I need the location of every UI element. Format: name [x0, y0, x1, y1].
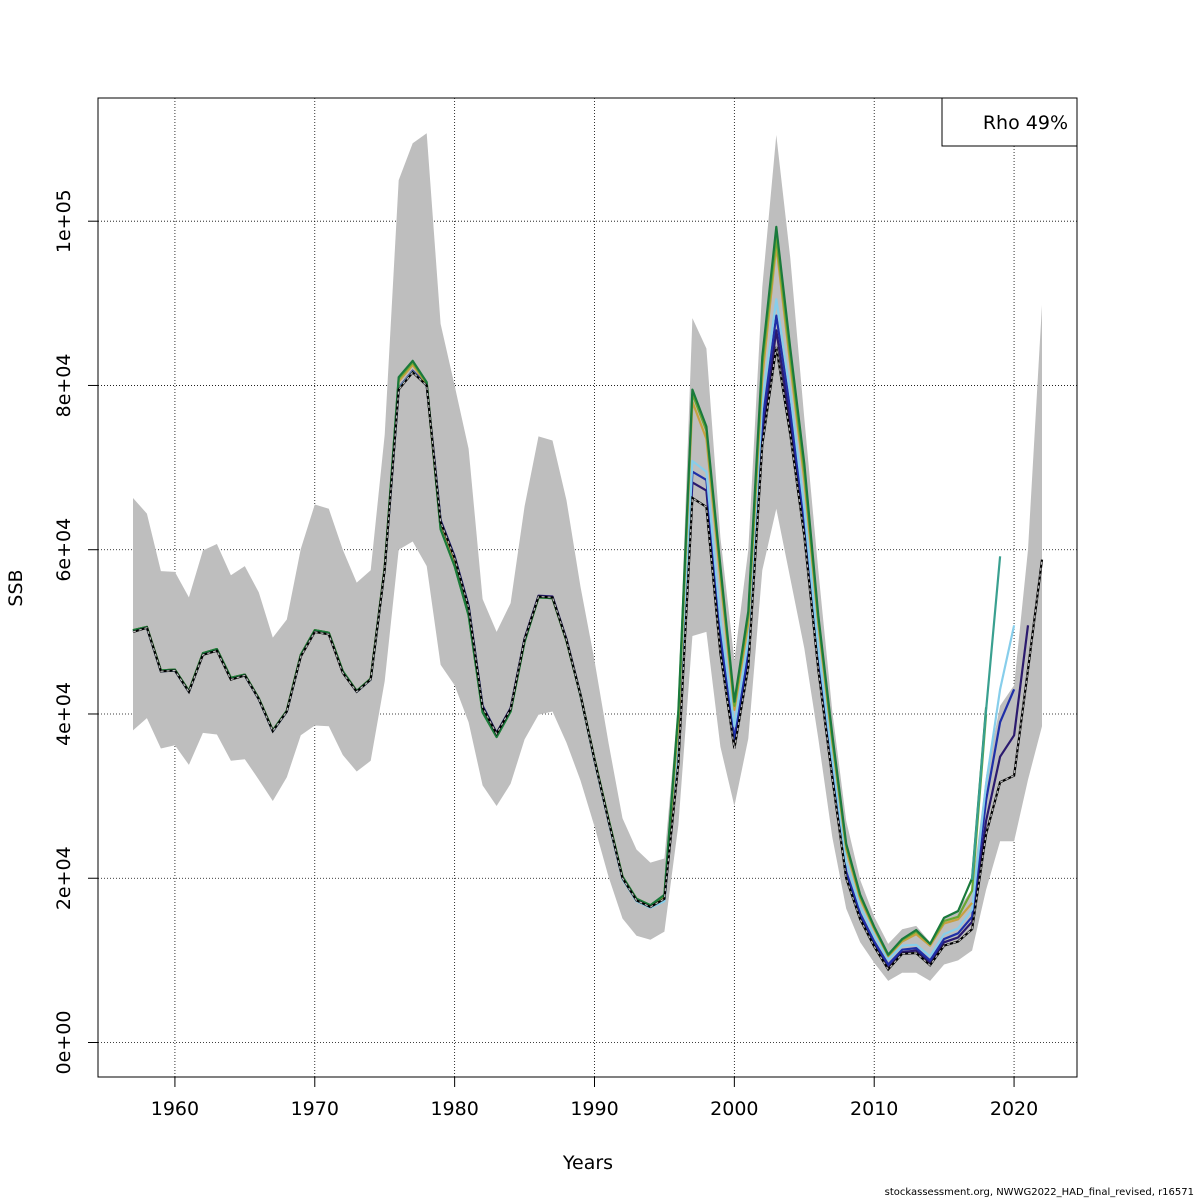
series-lines [132, 225, 1044, 972]
y-tick-label: 8e+04 [53, 354, 75, 418]
x-tick-label: 1970 [291, 1098, 339, 1120]
x-tick-label: 2000 [710, 1098, 758, 1120]
x-tick-label: 2010 [850, 1098, 898, 1120]
y-axis: 0e+00 2e+04 4e+04 6e+04 8e+04 1e+05 [53, 189, 99, 1075]
x-tick-label: 1990 [570, 1098, 618, 1120]
series-line-retro-7 [971, 556, 1002, 880]
x-tick-label: 1960 [151, 1098, 199, 1120]
legend: Rho 49% [941, 97, 1078, 147]
x-axis: 1960 1970 1980 1990 2000 2010 2020 [151, 1076, 1038, 1120]
x-axis-title: Years [562, 1152, 613, 1174]
footer-source: stockassessment.org, NWWG2022_HAD_final_… [884, 1187, 1194, 1198]
y-tick-label: 4e+04 [53, 682, 75, 746]
y-axis-title: SSB [5, 569, 27, 606]
y-tick-label: 1e+05 [53, 189, 75, 253]
legend-box [941, 97, 1078, 147]
y-tick-label: 0e+00 [53, 1011, 75, 1075]
y-tick-label: 2e+04 [53, 846, 75, 910]
y-tick-label: 6e+04 [53, 518, 75, 582]
confidence-band [133, 133, 1042, 981]
legend-text: Rho 49% [983, 112, 1068, 134]
x-tick-label: 2020 [990, 1098, 1038, 1120]
series-line-base-dash [132, 346, 1043, 971]
x-tick-label: 1980 [430, 1098, 478, 1120]
